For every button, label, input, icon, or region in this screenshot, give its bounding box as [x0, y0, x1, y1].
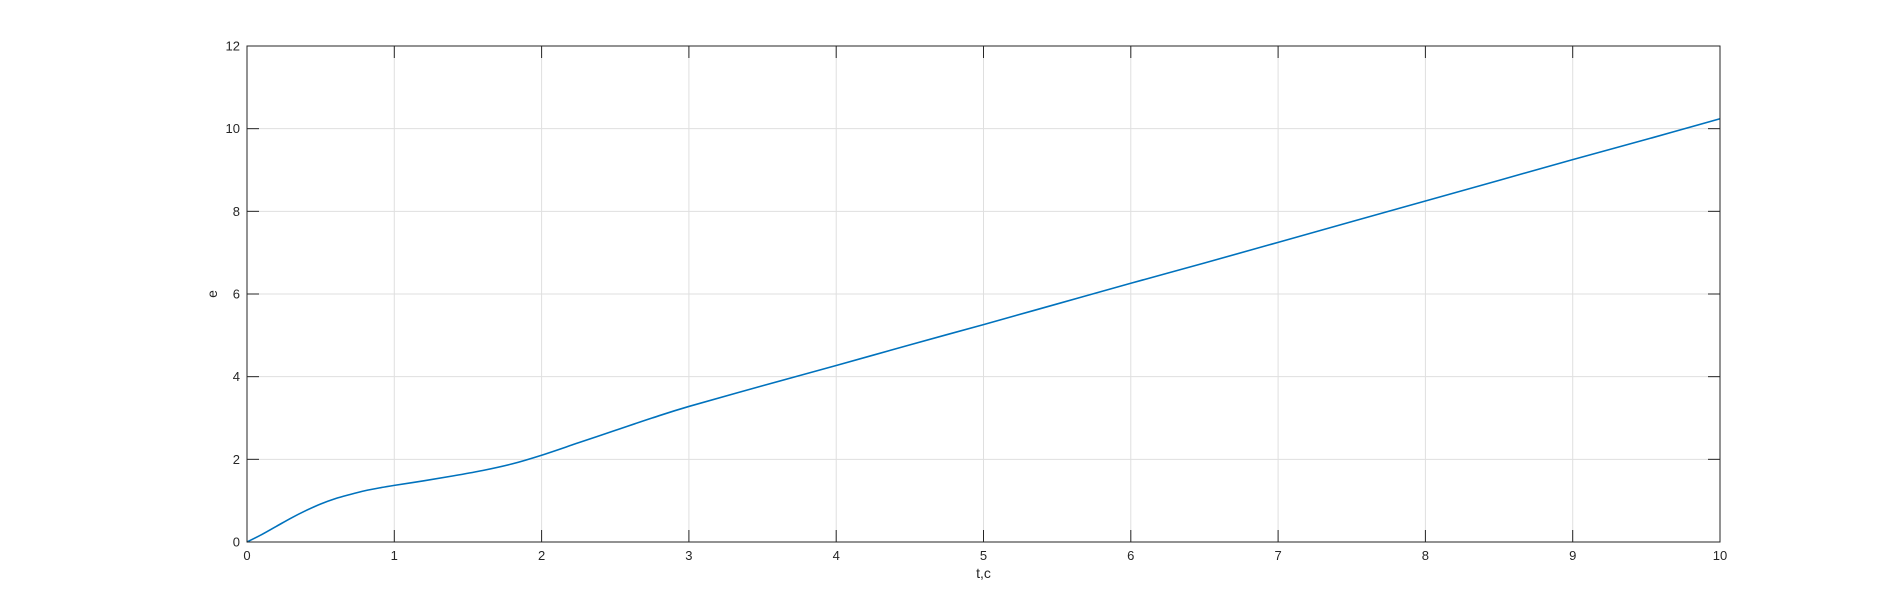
x-tick-label: 6 — [1127, 548, 1134, 563]
x-tick-label: 5 — [980, 548, 987, 563]
x-tick-label: 2 — [538, 548, 545, 563]
y-tick-label: 0 — [233, 535, 240, 550]
x-tick-label: 8 — [1422, 548, 1429, 563]
series-layer — [246, 117, 1721, 543]
x-tick-label: 9 — [1569, 548, 1576, 563]
series-line — [246, 117, 1721, 543]
x-tick-label: 4 — [833, 548, 840, 563]
x-axis-label: t,c — [976, 565, 991, 581]
y-tick-label: 4 — [233, 369, 240, 384]
x-tick-label: 3 — [685, 548, 692, 563]
x-tick-label: 10 — [1713, 548, 1727, 563]
y-tick-label: 12 — [226, 39, 240, 54]
y-axis-label: e — [204, 290, 220, 298]
x-tick-label: 1 — [391, 548, 398, 563]
x-tick-label: 0 — [243, 548, 250, 563]
y-tick-label: 10 — [226, 121, 240, 136]
grid — [247, 46, 1720, 542]
y-tick-label: 2 — [233, 452, 240, 467]
y-tick-label: 6 — [233, 287, 240, 302]
y-tick-label: 8 — [233, 204, 240, 219]
x-tick-label: 7 — [1274, 548, 1281, 563]
